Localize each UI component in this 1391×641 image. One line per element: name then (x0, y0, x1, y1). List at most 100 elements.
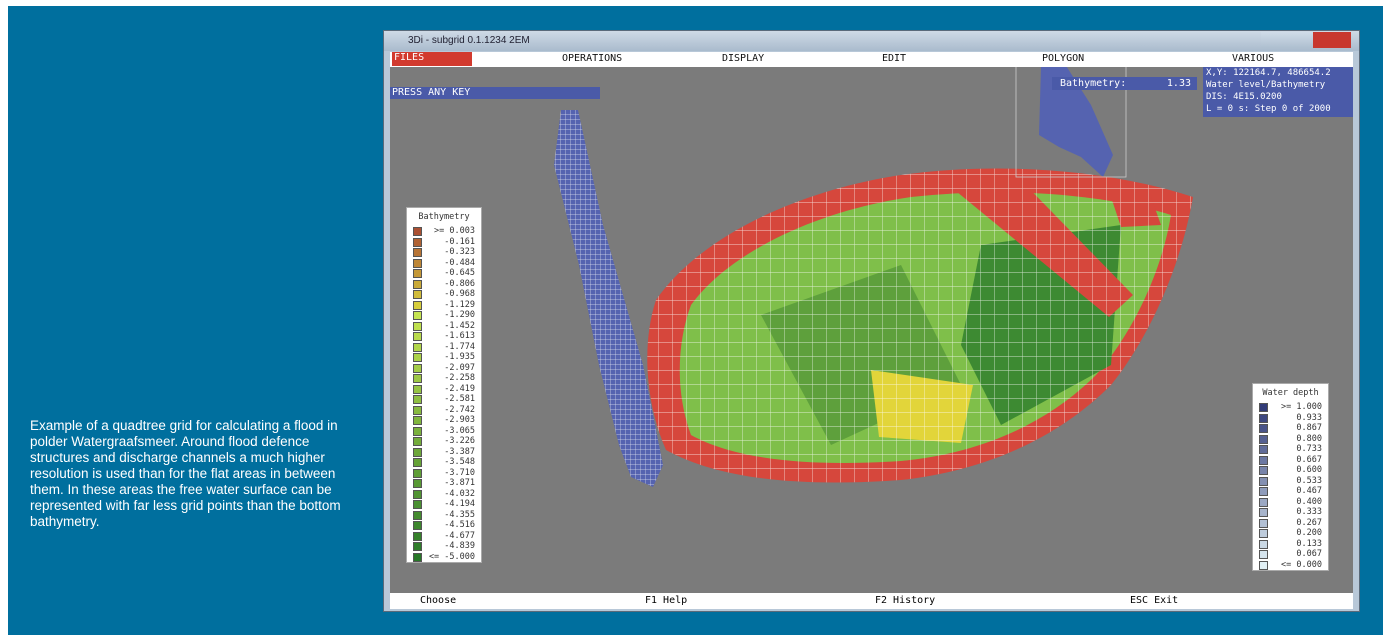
legend-title: Water depth (1262, 388, 1319, 398)
legend-swatch (413, 405, 422, 415)
menu-item[interactable]: OPERATIONS (562, 53, 623, 64)
legend-row: 0.267 (1253, 518, 1328, 529)
legend-swatch (1259, 539, 1268, 549)
legend-label: 0.400 (1296, 496, 1322, 507)
legend-label: 0.467 (1296, 486, 1322, 496)
legend-swatch (413, 227, 422, 236)
legend-label: -3.548 (444, 457, 475, 467)
legend-label: 0.133 (1296, 538, 1322, 549)
legend-row: -2.903 (407, 415, 481, 426)
legend-row: 0.067 (1253, 549, 1328, 560)
legend-label: >= 0.003 (434, 226, 475, 236)
legend-row: 0.800 (1253, 434, 1328, 445)
legend-row: 0.200 (1253, 528, 1328, 539)
legend-row: 0.867 (1253, 423, 1328, 434)
legend-row: -4.677 (407, 531, 481, 542)
legend-row: -3.871 (407, 478, 481, 489)
map (554, 67, 1193, 487)
legend-label: -4.194 (444, 499, 475, 509)
legend-label: 0.533 (1296, 475, 1322, 486)
legend-swatch (413, 342, 422, 352)
legend-row: -0.323 (407, 247, 481, 258)
legend-label: 0.733 (1296, 444, 1322, 454)
legend-row: 0.533 (1253, 476, 1328, 487)
menu-item[interactable]: FILES (392, 52, 472, 66)
menu-item[interactable]: EDIT (882, 53, 907, 64)
legend-label: -2.742 (444, 404, 475, 415)
legend-row: -4.032 (407, 489, 481, 500)
legend-label: -1.290 (444, 310, 475, 320)
menu-item[interactable]: VARIOUS (1232, 53, 1275, 64)
legend-label: -0.484 (444, 257, 475, 268)
legend-row: -4.516 (407, 520, 481, 531)
legend-label: 0.867 (1296, 423, 1322, 433)
legend-swatch (413, 237, 422, 247)
menu-item[interactable]: POLYGON (1042, 53, 1085, 64)
close-button[interactable] (1313, 32, 1351, 48)
channel-grid (554, 110, 663, 487)
status-item[interactable]: F1 Help (645, 595, 688, 606)
legend-row: -1.935 (407, 352, 481, 363)
legend-row: -1.774 (407, 342, 481, 353)
legend-row: -2.258 (407, 373, 481, 384)
window-buttons[interactable] (1261, 32, 1351, 48)
legend-swatch (1259, 403, 1268, 412)
legend-swatch (413, 363, 422, 373)
legend-label: -1.452 (444, 320, 475, 331)
legend-title: Bathymetry (418, 212, 470, 222)
legend-row: -3.710 (407, 468, 481, 479)
prompt: PRESS ANY KEY (390, 87, 600, 99)
legend-label: -1.935 (444, 352, 475, 362)
legend-label: 0.800 (1296, 433, 1322, 444)
window-title: 3Di - subgrid 0.1.1234 2EM (408, 35, 530, 46)
legend-row: >= 1.000 (1253, 402, 1328, 413)
legend-row: 0.333 (1253, 507, 1328, 518)
legend-label: -4.677 (444, 530, 475, 541)
legend-swatch (413, 531, 422, 541)
legend-swatch (413, 479, 422, 488)
legend-row: -0.968 (407, 289, 481, 300)
legend-row: -4.839 (407, 541, 481, 552)
legend-swatch (413, 248, 422, 257)
legend-swatch (1259, 550, 1268, 559)
legend-label: -0.161 (444, 236, 475, 247)
legend-swatch (413, 468, 422, 478)
legend-row: -0.645 (407, 268, 481, 279)
menu-item[interactable]: DISPLAY (722, 53, 765, 64)
legend-label: -2.419 (444, 383, 475, 394)
legend-label: -0.968 (444, 289, 475, 299)
bathymetry-box: Bathymetry: 1.33 (1052, 77, 1197, 90)
status-item[interactable]: Choose (420, 595, 457, 606)
legend-label: 0.267 (1296, 517, 1322, 528)
legend-label: -3.710 (444, 467, 475, 478)
legend-label: 0.333 (1296, 507, 1322, 517)
legend-label: <= -5.000 (428, 551, 475, 562)
legend-label: -1.774 (444, 341, 475, 352)
info-line: L = 0 s: Step 0 of 2000 (1206, 104, 1331, 114)
info-line: Water level/Bathymetry (1206, 80, 1326, 90)
legend-swatch (1259, 424, 1268, 433)
legend-swatch (1259, 445, 1268, 454)
caption: Example of a quadtree grid for calculati… (30, 418, 341, 529)
legend-swatch (1259, 455, 1268, 465)
legend-label: -1.129 (444, 299, 475, 310)
legend-label: -0.806 (444, 278, 475, 289)
legend-label: -1.613 (444, 331, 475, 341)
legend-swatch (413, 542, 422, 551)
status-item[interactable]: ESC Exit (1130, 595, 1179, 606)
legend-swatch (413, 510, 422, 520)
legend-label: -3.226 (444, 436, 475, 446)
status-item[interactable]: F2 History (875, 595, 936, 606)
legend-row: -1.613 (407, 331, 481, 342)
legend-row: -0.806 (407, 279, 481, 290)
legend-label: -4.032 (444, 488, 475, 499)
menu-bar: FILES OPERATIONS DISPLAY EDIT POLYGON VARIOUS (390, 52, 1353, 67)
legend-swatch (413, 269, 422, 278)
legend-row: -3.226 (407, 436, 481, 447)
legend-swatch (1259, 466, 1268, 475)
legend-row: -2.419 (407, 384, 481, 395)
legend-label: -4.516 (444, 520, 475, 530)
legend-label: 0.600 (1296, 465, 1322, 475)
legend-row: 0.933 (1253, 413, 1328, 424)
